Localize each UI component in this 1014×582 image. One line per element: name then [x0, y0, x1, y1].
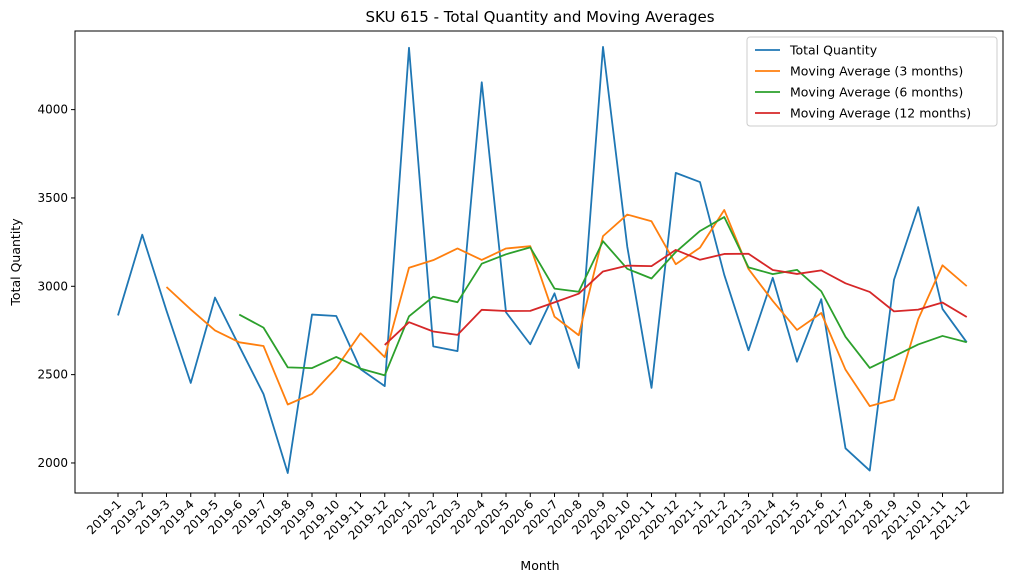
legend-label: Moving Average (6 months) [790, 85, 963, 100]
x-axis-ticks: 2019-12019-22019-32019-42019-52019-62019… [84, 493, 973, 543]
legend-label: Moving Average (12 months) [790, 106, 971, 121]
y-tick-label: 3500 [37, 191, 68, 205]
chart-title: SKU 615 - Total Quantity and Moving Aver… [365, 8, 714, 26]
y-axis-ticks: 2000 2500 3000 3500 4000 [37, 103, 75, 470]
series-layer [117, 46, 968, 474]
legend-box [746, 36, 998, 127]
y-tick-label: 3000 [37, 279, 68, 293]
y-tick-label: 2500 [37, 368, 68, 382]
y-tick-label: 2000 [37, 456, 68, 470]
legend-label: Moving Average (3 months) [790, 64, 963, 79]
axes-layer [74, 30, 1004, 494]
series-line-2 [165, 209, 968, 407]
series-line-4 [384, 249, 968, 346]
plot-frame [74, 30, 1004, 494]
y-tick-label: 4000 [37, 103, 68, 117]
series-line-3 [238, 216, 967, 377]
legend-label: Total Quantity [789, 43, 878, 58]
y-axis-label: Total Quantity [8, 218, 23, 307]
legend: Total Quantity Moving Average (3 months) M… [746, 36, 998, 127]
x-axis-label: Month [520, 558, 559, 573]
